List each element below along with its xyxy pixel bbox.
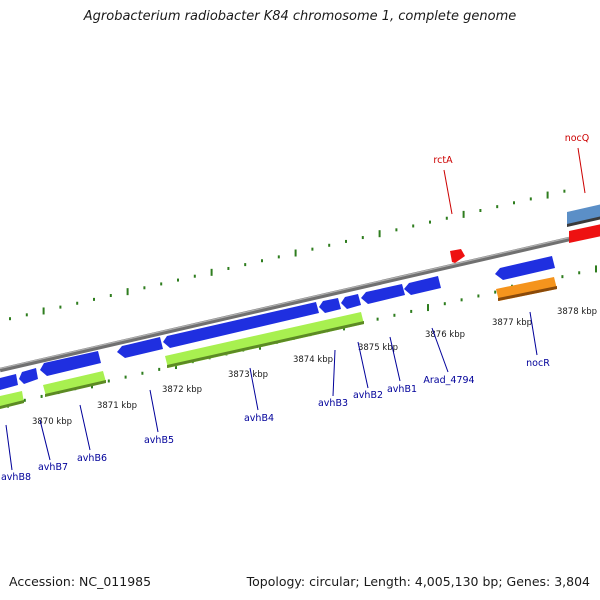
scale-labels: 3870 kbp 3871 kbp 3872 kbp 3873 kbp 3874 kbp… — [32, 307, 597, 427]
gene-label-avhB2[interactable]: avhB2 — [353, 390, 383, 401]
gene-nocR[interactable] — [496, 277, 557, 301]
gene-labels: rctA nocQ avhB8 avhB7 avhB6 avhB5 avhB4 avhB3 av… — [1, 133, 589, 483]
scale-label: 3872 kbp — [162, 385, 202, 395]
gene-avhB6[interactable] — [40, 351, 101, 376]
gene-Arad_4794[interactable] — [404, 276, 441, 295]
gene-label-avhB1[interactable]: avhB1 — [387, 384, 417, 395]
gene-rctA[interactable] — [450, 249, 465, 263]
scale-label: 3870 kbp — [32, 417, 72, 427]
genome-stats: Topology: circular; Length: 4,005,130 bp… — [246, 574, 590, 589]
gene-label-nocR[interactable]: nocR — [526, 358, 550, 369]
gene-avhB3[interactable] — [319, 298, 341, 313]
gene-label-avhB3[interactable]: avhB3 — [318, 398, 348, 409]
gene-avhB8[interactable] — [0, 374, 18, 390]
gene-avhB1[interactable] — [361, 284, 405, 304]
scale-label: 3876 kbp — [425, 330, 465, 340]
gene-label-Arad_4794[interactable]: Arad_4794 — [423, 375, 474, 386]
gene-label-avhB7[interactable]: avhB7 — [38, 462, 68, 473]
scale-label: 3874 kbp — [293, 355, 333, 365]
gene-label-avhB5[interactable]: avhB5 — [144, 435, 174, 446]
scale-label: 3873 kbp — [228, 370, 268, 380]
gene-label-rctA[interactable]: rctA — [433, 155, 453, 166]
map-title: Agrobacterium radiobacter K84 chromosome… — [83, 9, 517, 24]
accession-text: Accession: NC_011985 — [9, 574, 152, 589]
scale-label: 3878 kbp — [557, 307, 597, 317]
gene-label-avhB8[interactable]: avhB8 — [1, 472, 31, 483]
gene-avhB2[interactable] — [341, 294, 361, 309]
chromosome-backbone — [0, 229, 600, 373]
gene-label-avhB6[interactable]: avhB6 — [77, 453, 107, 464]
gene-nocQ-feature[interactable] — [567, 204, 600, 226]
scale-label: 3877 kbp — [492, 318, 532, 328]
gene-nocR-upstream[interactable] — [495, 256, 555, 280]
scale-label: 3871 kbp — [97, 401, 137, 411]
gene-nocQ[interactable] — [569, 224, 600, 243]
gene-avhB5[interactable] — [117, 337, 163, 358]
gene-avhB4[interactable] — [163, 302, 319, 348]
gene-label-avhB4[interactable]: avhB4 — [244, 413, 274, 424]
gene-label-nocQ[interactable]: nocQ — [565, 133, 590, 144]
scale-label: 3875 kbp — [358, 343, 398, 353]
outer-tick-row — [9, 189, 566, 321]
